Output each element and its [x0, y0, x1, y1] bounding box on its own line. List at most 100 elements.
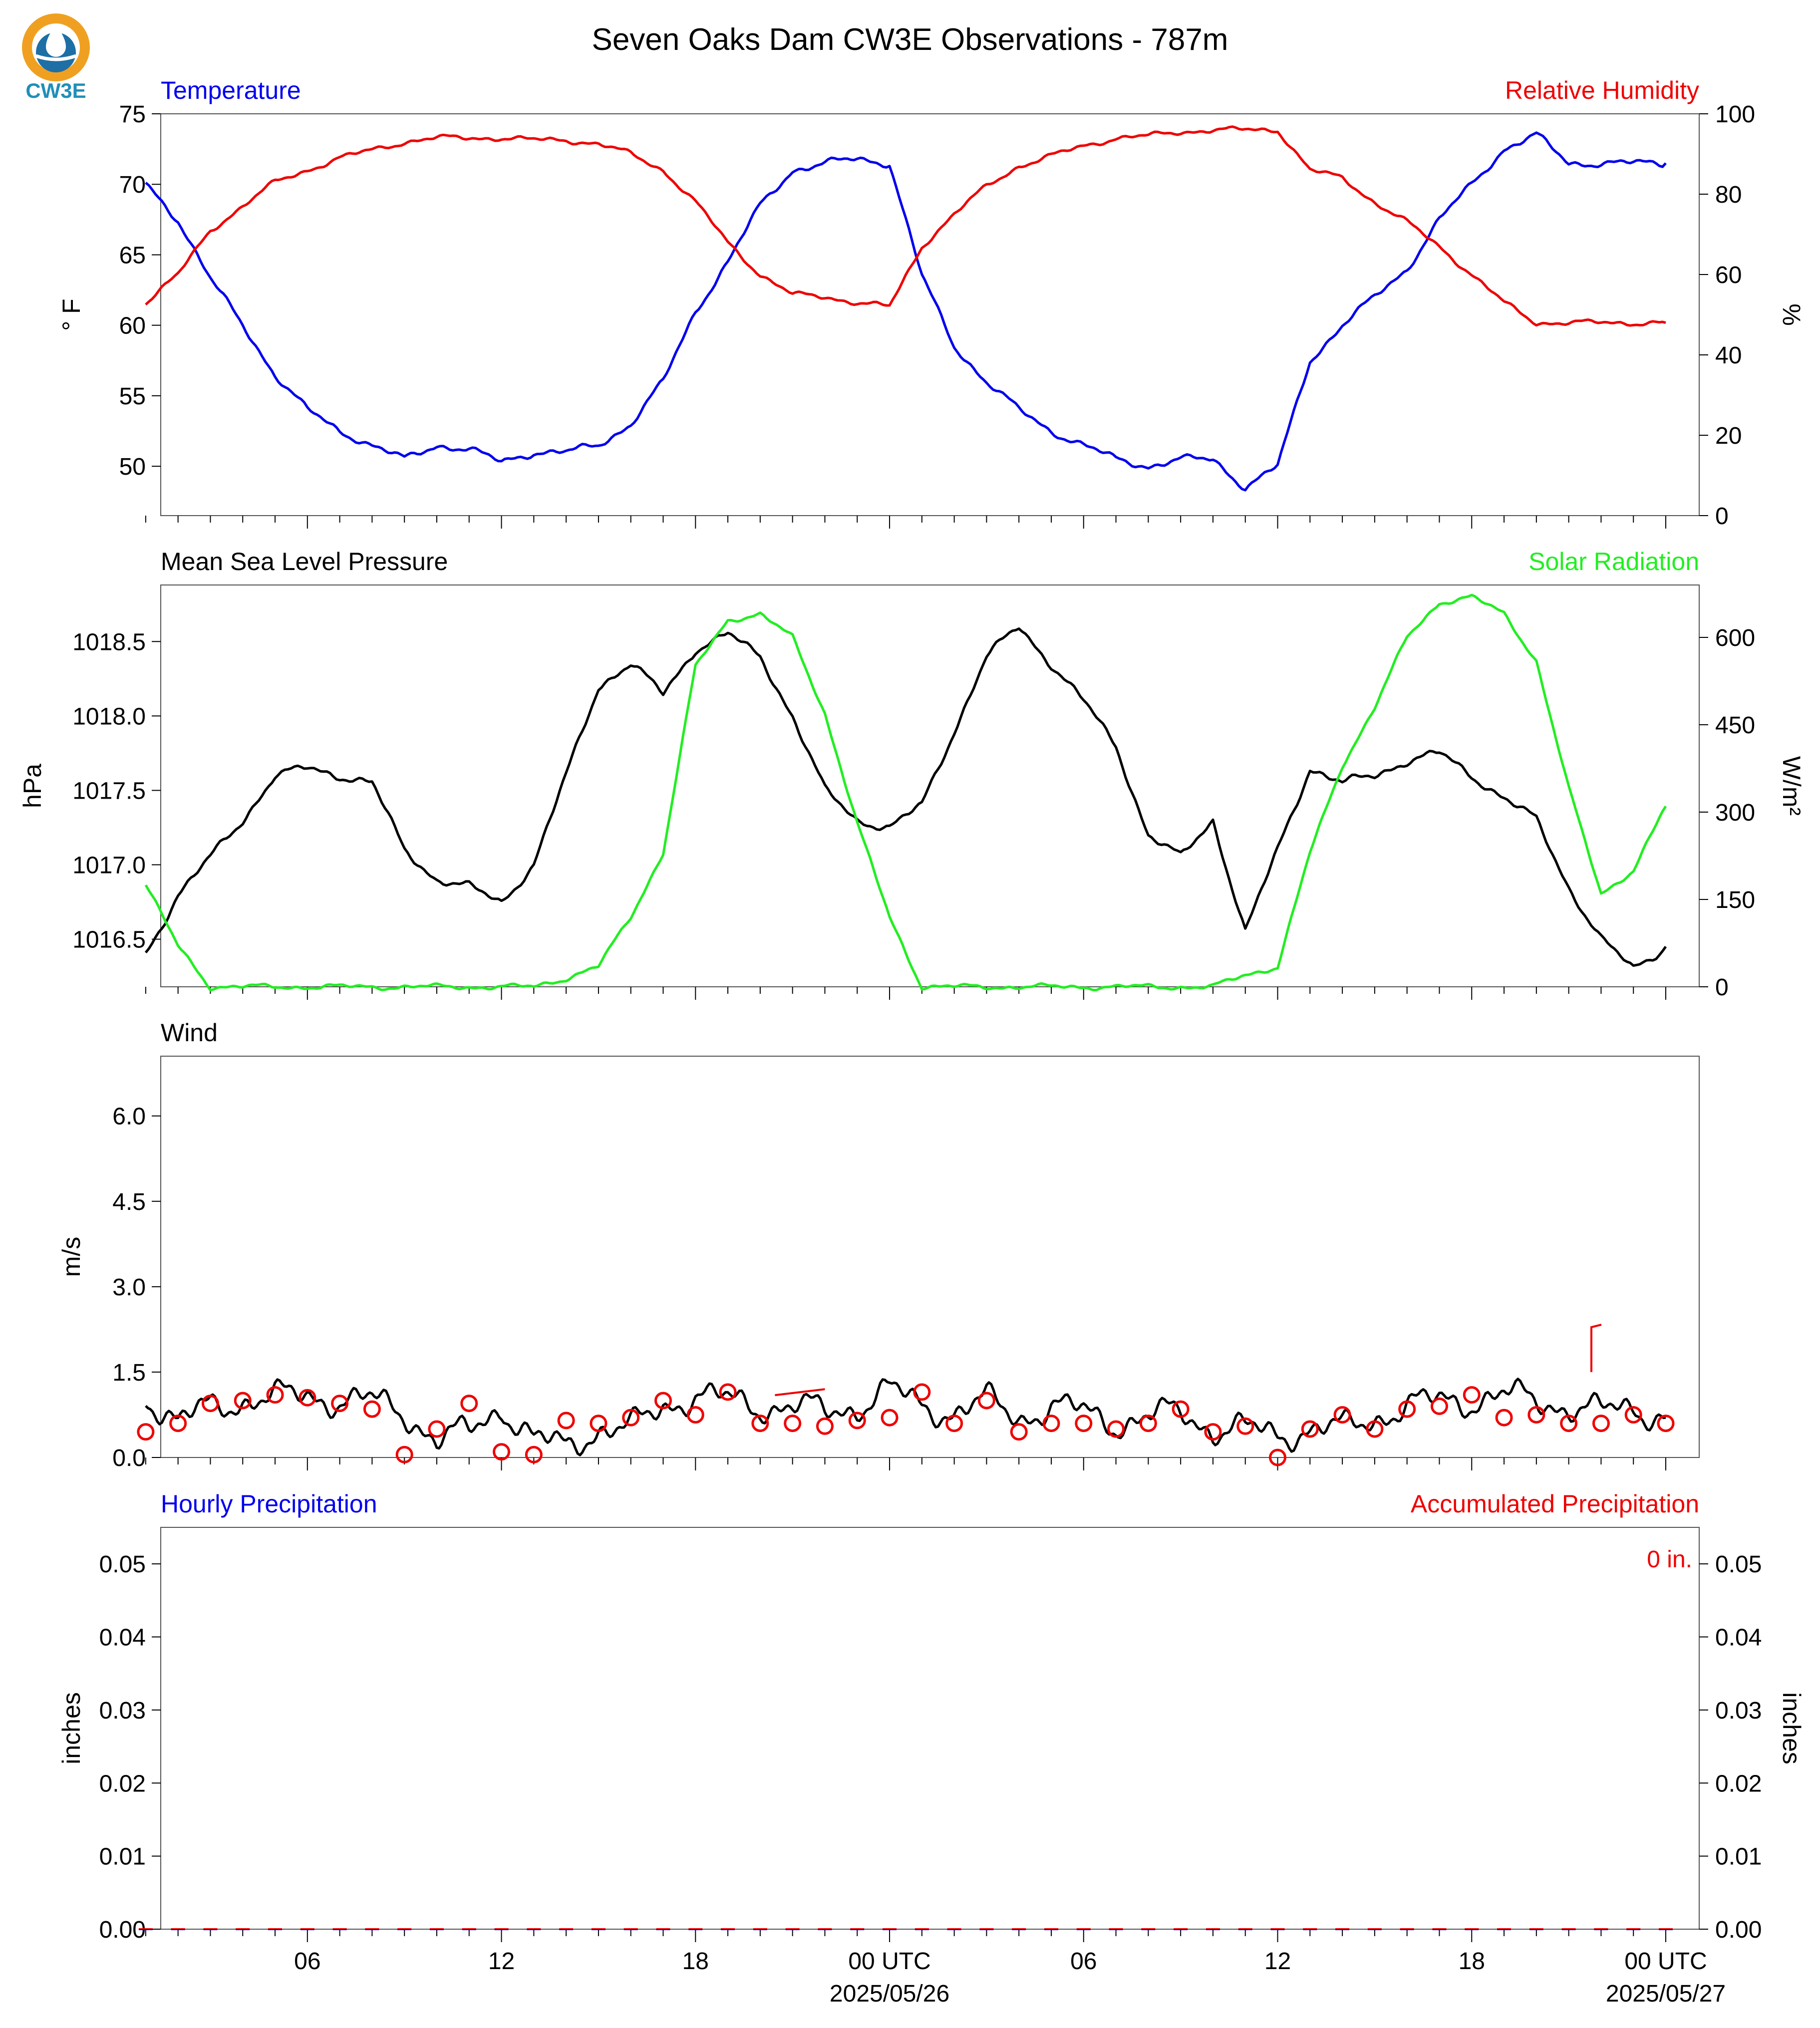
hourly-mean-marker [234, 1392, 252, 1410]
x-tick-label: 12 [488, 1948, 515, 1975]
right-tick-label: 40 [1715, 342, 1742, 369]
hourly-precip-bar [1659, 1929, 1673, 1930]
hourly-precip-bar [138, 1929, 153, 1930]
hourly-mean-marker [1430, 1397, 1448, 1415]
accumulated-precip-point [429, 1928, 444, 1929]
right-tick-label: 0.02 [1715, 1770, 1762, 1797]
hourly-precip-bar [1626, 1929, 1641, 1930]
hourly-precip-bar [1303, 1929, 1317, 1930]
accumulated-precip-point [203, 1928, 218, 1929]
hourly-precip-bar [1270, 1929, 1285, 1930]
left-axis-label: inches [57, 1692, 85, 1764]
left-axis-label: hPa [18, 764, 46, 808]
left-tick-label: 70 [119, 172, 146, 198]
series-line-temperature [145, 131, 1667, 492]
right-axis-label: inches [1778, 1692, 1806, 1764]
hourly-mean-marker [493, 1443, 511, 1461]
hourly-precip-bar [1497, 1929, 1512, 1930]
drop-icon [46, 24, 66, 57]
x-tick-label: 00 UTC [1624, 1948, 1707, 1975]
x-tick-label: 18 [1459, 1948, 1485, 1975]
hourly-mean-marker [1010, 1423, 1028, 1441]
accumulated-precip-point [979, 1928, 994, 1929]
left-tick-label: 1017.5 [72, 778, 146, 804]
hourly-mean-marker [751, 1415, 769, 1433]
hourly-mean-marker [299, 1389, 316, 1407]
chart-title: Seven Oaks Dam CW3E Observations - 787m [592, 22, 1228, 57]
x-tick-label: 06 [1070, 1948, 1097, 1975]
panel-pressure-solar: Mean Sea Level Pressure Solar Radiation 10… [18, 548, 1806, 1001]
hourly-mean-marker [363, 1400, 381, 1418]
logo-text: CW3E [25, 79, 86, 102]
plot-frame [160, 113, 1700, 516]
left-axis-label: ° F [57, 298, 85, 330]
right-tick-label: 450 [1715, 712, 1755, 739]
x-tick-label: 06 [294, 1948, 320, 1975]
accumulated-precip-point [1238, 1928, 1252, 1929]
hourly-precip-bar [591, 1929, 606, 1930]
hourly-precip-bar [300, 1929, 314, 1930]
right-tick-label: 150 [1715, 887, 1755, 913]
hourly-mean-marker [331, 1395, 349, 1413]
hourly-precip-bar [1109, 1929, 1123, 1930]
hourly-mean-marker [137, 1423, 155, 1441]
hourly-precip-bar [721, 1929, 735, 1930]
right-tick-label: 0.05 [1715, 1551, 1762, 1578]
wave-icon [35, 54, 77, 61]
hourly-precip-bar [1561, 1929, 1576, 1930]
accumulated-precip-point [1109, 1928, 1123, 1929]
left-axis-label: m/s [57, 1237, 85, 1277]
left-tick-label: 0.05 [99, 1551, 146, 1578]
right-tick-label: 80 [1715, 182, 1742, 208]
accumulated-precip-point [947, 1928, 961, 1929]
hourly-mean-marker [1463, 1386, 1481, 1404]
accumulated-precip-point [591, 1928, 606, 1929]
left-tick-label: 6.0 [112, 1104, 146, 1130]
hourly-precip-bar [688, 1929, 703, 1930]
right-axis-label: W/m² [1778, 756, 1806, 816]
hourly-mean-marker [428, 1420, 446, 1438]
hourly-mean-marker [1657, 1415, 1675, 1433]
hourly-precip-bar [1238, 1929, 1252, 1930]
hourly-precip-bar [979, 1929, 994, 1930]
accumulated-precip-point [1529, 1928, 1543, 1929]
accumulated-precip-point [559, 1928, 574, 1929]
hourly-precip-bar [236, 1929, 250, 1930]
plot-frame [160, 1527, 1700, 1930]
wind-barb [1590, 1323, 1602, 1372]
hourly-precip-bar [785, 1929, 800, 1930]
hourly-mean-marker [1398, 1400, 1416, 1418]
accumulated-precip-point [914, 1928, 929, 1929]
right-tick-label: 600 [1715, 625, 1755, 651]
hourly-mean-marker [1042, 1415, 1060, 1433]
x-tick-label: 12 [1264, 1948, 1291, 1975]
date-label: 2025/05/26 [830, 1981, 949, 2007]
hourly-mean-marker [654, 1392, 672, 1410]
hourly-precip-bar [947, 1929, 961, 1930]
accumulated-precip-point [850, 1928, 865, 1929]
left-tick-label: 60 [119, 313, 146, 339]
right-tick-label: 0 [1715, 974, 1729, 1001]
hourly-precip-bar [1465, 1929, 1479, 1930]
accumulated-precip-point [1465, 1928, 1479, 1929]
accumulated-precip-point [656, 1928, 670, 1929]
accumulated-precip-point [753, 1928, 767, 1929]
hourly-mean-marker [1139, 1415, 1157, 1433]
x-axis: 06 12 18 00 UTC 06 12 18 00 UTC 2025/05/26 2025/0… [294, 1948, 1726, 2007]
accumulated-precip-point [171, 1928, 185, 1929]
hourly-precip-bar [397, 1929, 412, 1930]
panel-temperature-humidity: Temperature Relative Humidity 50 55 60 65 70 75… [57, 76, 1806, 530]
accumulated-precip-point [1594, 1928, 1608, 1929]
accumulated-precip-point [623, 1928, 638, 1929]
hourly-precip-bar [753, 1929, 767, 1930]
accumulated-precip-point [1076, 1928, 1091, 1929]
hourly-precip-bar [462, 1929, 476, 1930]
accumulated-precip-point [1270, 1928, 1285, 1929]
right-tick-label: 0 [1715, 503, 1729, 530]
hourly-precip-bar [914, 1929, 929, 1930]
left-series-title: Wind [161, 1019, 218, 1047]
right-tick-label: 20 [1715, 423, 1742, 449]
accumulated-precip-point [332, 1928, 347, 1929]
plot-frame [160, 1056, 1700, 1458]
